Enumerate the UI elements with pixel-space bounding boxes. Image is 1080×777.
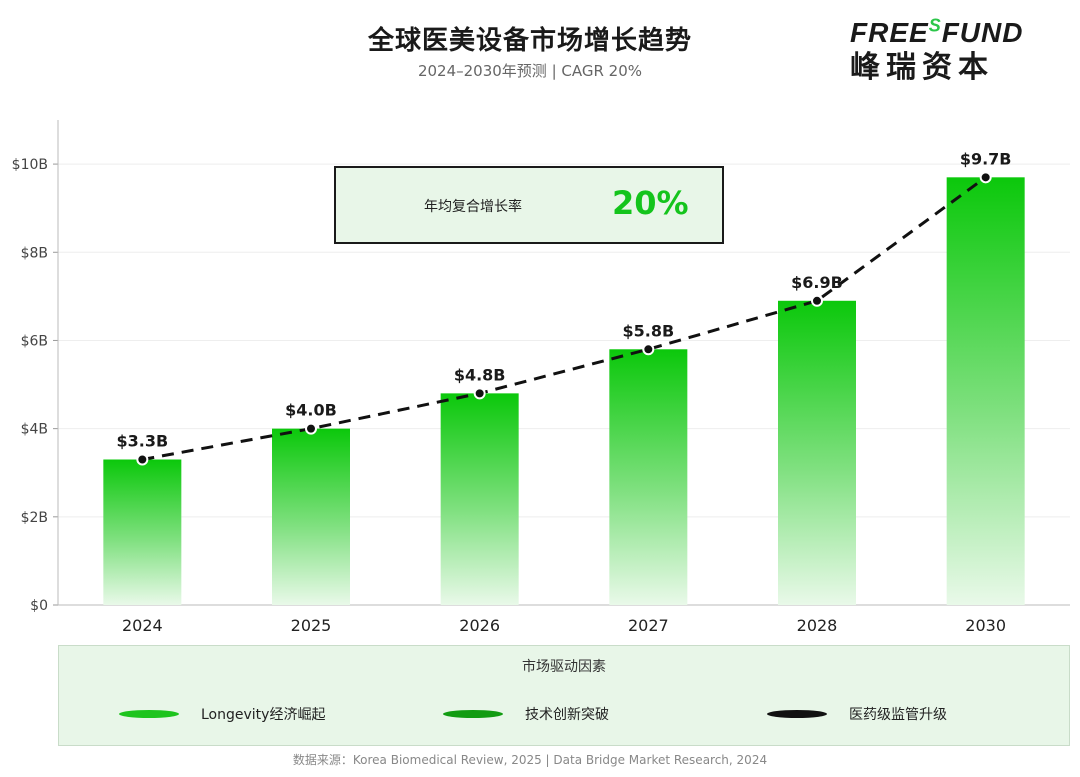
driver-label: 技术创新突破 [525,707,609,723]
bars [103,177,1025,605]
trend-point [305,422,317,435]
data-label: $5.8B [622,321,674,340]
value-labels: $3.3B $4.0B $4.8B $5.8B $6.9B $9.7B [116,149,1011,450]
driver-item: Longevity经济崛起 [119,704,325,724]
driver-item: 技术创新突破 [443,704,609,724]
chart-title: 全球医美设备市场增长趋势 [367,26,692,56]
drivers-title: 市场驱动因素 [522,659,606,675]
driver-swatch [767,710,827,718]
bar [272,428,350,605]
cagr-callout: 年均复合增长率 20% [334,166,724,244]
x-tick-label: 2024 [122,616,163,635]
trend-point [473,387,486,400]
logo-chinese: 峰瑞资本 [850,50,994,85]
driver-label: 医药级监管升级 [849,707,947,723]
y-tick-label: $10B [12,157,48,173]
x-tick-label: 2028 [797,616,838,635]
y-tick-label: $6B [21,333,48,349]
trend-point [811,294,823,307]
bar [778,300,856,605]
x-tick-label: 2025 [291,616,332,635]
trend-point [642,343,655,356]
bar [440,393,519,605]
y-tick-label: $8B [21,245,48,261]
data-label: $4.8B [454,365,506,384]
cagr-value: 20% [612,184,689,222]
logo-en-main: FREE [850,17,929,48]
data-label: $6.9B [791,273,843,292]
bar [946,177,1025,605]
cagr-label: 年均复合增长率 [424,199,522,215]
grid-lines [58,163,1070,518]
bar-chart: $0 $2B $4B $6B $8B $10B 2024 2025 2026 2027 2028 20… [12,120,1070,635]
data-label: $9.7B [960,149,1012,168]
market-drivers-panel: 市场驱动因素 Longevity经济崛起 技术创新突破 医药级监管升级 [58,645,1070,746]
data-label: $4.0B [285,401,337,420]
brand-logo: FREESFUND 峰瑞资本 [850,15,1022,88]
data-source: 数据来源：Korea Biomedical Review, 2025 | Dat… [292,753,768,767]
trend-point [979,171,992,184]
driver-label: Longevity经济崛起 [201,707,326,723]
logo-english: FREESFUND [850,15,1022,50]
bar [609,349,688,605]
axes: $0 $2B $4B $6B $8B $10B 2024 2025 2026 2027 2028 20… [12,120,1070,635]
driver-swatch [443,710,503,718]
bar [103,459,182,605]
driver-item: 医药级监管升级 [767,704,947,724]
y-tick-label: $4B [21,422,48,438]
chart-subtitle: 2024–2030年预测 | CAGR 20% [417,62,643,80]
trend-point [136,453,149,466]
trend-line [136,171,992,466]
logo-en-super: S [928,15,942,36]
y-tick-label: $0 [30,598,48,614]
x-tick-label: 2030 [965,616,1006,635]
logo-en-tail: FUND [941,17,1024,48]
driver-swatch [119,710,179,718]
y-tick-label: $2B [21,510,48,526]
trend-path [142,176,987,461]
x-tick-label: 2027 [628,616,669,635]
x-tick-label: 2026 [459,616,500,635]
data-label: $3.3B [116,432,168,451]
